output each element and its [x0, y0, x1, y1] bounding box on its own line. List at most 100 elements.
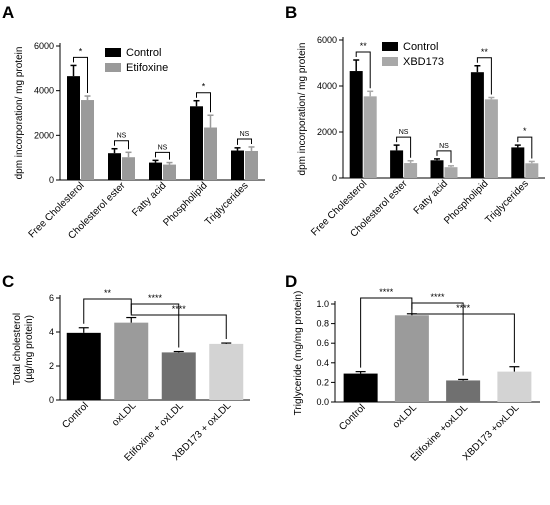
bar — [161, 352, 196, 400]
legend-label: XBD173 — [403, 56, 444, 68]
significance-label: NS — [117, 133, 127, 140]
panel-letter-d: D — [285, 272, 297, 291]
bar — [343, 373, 378, 402]
bar — [394, 315, 429, 402]
y-tick-label: 0.4 — [316, 358, 329, 368]
y-axis-label: Total cholesterol(µg/mg protein) — [12, 313, 35, 385]
y-tick-label: 4 — [49, 327, 54, 337]
bar — [430, 160, 444, 178]
bar — [149, 162, 162, 180]
significance-bracket — [237, 138, 252, 145]
comparison-label: **** — [430, 292, 445, 302]
legend-label: Control — [126, 47, 161, 59]
chart-c: Total cholesterol(µg/mg protein) 0 2 4 6 Cont… — [12, 288, 250, 464]
significance-label: NS — [240, 131, 250, 138]
chart-b: dpm incorporation/ mg protein 0 2000 4000 60… — [297, 35, 545, 240]
bar — [122, 157, 135, 180]
bar — [363, 96, 377, 178]
bar — [446, 380, 481, 402]
comparison-label: **** — [379, 287, 394, 297]
y-tick-label: 6 — [49, 293, 54, 303]
y-tick-label: 0.8 — [316, 319, 329, 329]
y-tick-label: 0.2 — [316, 377, 329, 387]
bar — [245, 150, 258, 180]
significance-bracket — [517, 136, 533, 159]
comparison-label: **** — [456, 303, 471, 313]
y-axis-label-line: Triglyceride (mg/mg protein) — [293, 291, 304, 416]
comparison-label: **** — [172, 304, 187, 314]
legend-swatch — [382, 42, 398, 51]
bar — [511, 147, 525, 178]
x-tick-label: Triglycerides — [483, 178, 531, 226]
y-tick-label: 1.0 — [316, 299, 329, 309]
significance-label: * — [79, 46, 83, 56]
bar — [470, 72, 484, 178]
comparison-bracket — [83, 298, 132, 324]
x-tick-label: Triglycerides — [203, 180, 251, 228]
y-tick-label: 6000 — [34, 41, 54, 51]
chart-a: dpm incorporation/ mg protein 0 2000 4000 60… — [14, 41, 265, 242]
significance-label: NS — [439, 143, 449, 150]
x-tick-label: XBD173 +oxLDL — [461, 402, 522, 463]
y-axis-label-line: (µg/mg protein) — [24, 315, 35, 383]
y-axis-label: dpm incorporation/ mg protein — [297, 43, 308, 176]
panel-letter-a: A — [2, 3, 14, 22]
x-tick-label: Phospholipid — [161, 180, 209, 228]
significance-label: NS — [399, 129, 409, 136]
y-tick-label: 0 — [49, 175, 54, 185]
chart-d: Triglyceride (mg/mg protein) 0.0 0.2 0.4 0.6… — [293, 287, 540, 464]
comparison-bracket — [411, 309, 515, 363]
legend-swatch — [105, 48, 121, 57]
bar — [404, 163, 418, 178]
bar — [67, 76, 80, 180]
bar — [190, 106, 203, 180]
significance-label: * — [523, 126, 527, 136]
bar — [163, 164, 176, 180]
comparison-label: ** — [104, 288, 112, 298]
bar — [66, 332, 101, 400]
y-tick-label: 4000 — [34, 86, 54, 96]
legend-swatch — [382, 57, 398, 66]
bar — [444, 167, 458, 178]
bar — [484, 99, 498, 178]
panel-letter-b: B — [285, 3, 297, 22]
x-tick-label: Control — [337, 402, 368, 433]
y-tick-label: 4000 — [317, 81, 337, 91]
significance-label: * — [202, 82, 206, 92]
comparison-bracket — [130, 313, 227, 340]
x-tick-label: oxLDL — [391, 402, 420, 431]
bar — [209, 343, 244, 400]
significance-bracket — [355, 51, 371, 89]
bar — [525, 163, 539, 178]
x-tick-label: Fatty acid — [130, 180, 168, 218]
panel-letter-c: C — [2, 272, 14, 291]
bar — [390, 150, 404, 178]
significance-bracket — [73, 56, 88, 94]
legend-swatch — [105, 63, 121, 72]
bar — [231, 150, 244, 180]
significance-bracket — [396, 136, 412, 158]
y-tick-label: 0 — [332, 173, 337, 183]
legend-label: Control — [403, 41, 438, 53]
significance-bracket — [476, 57, 492, 95]
bar — [108, 153, 121, 180]
y-tick-label: 6000 — [317, 35, 337, 45]
y-axis-label: dpm incorporation/ mg protein — [14, 47, 25, 180]
significance-label: ** — [481, 47, 489, 57]
x-tick-label: oxLDL — [110, 400, 139, 429]
bar — [349, 71, 363, 178]
x-tick-label: Control — [60, 400, 91, 431]
bar — [204, 127, 217, 180]
y-tick-label: 0.0 — [316, 397, 329, 407]
y-tick-label: 0.6 — [316, 338, 329, 348]
bar — [114, 322, 149, 400]
legend-label: Etifoxine — [126, 62, 168, 74]
significance-bracket — [196, 92, 211, 113]
bar — [81, 100, 94, 180]
comparison-label: **** — [148, 293, 163, 303]
y-tick-label: 2 — [49, 361, 54, 371]
bar — [497, 371, 532, 402]
significance-bracket — [114, 140, 129, 150]
y-tick-label: 0 — [49, 395, 54, 405]
